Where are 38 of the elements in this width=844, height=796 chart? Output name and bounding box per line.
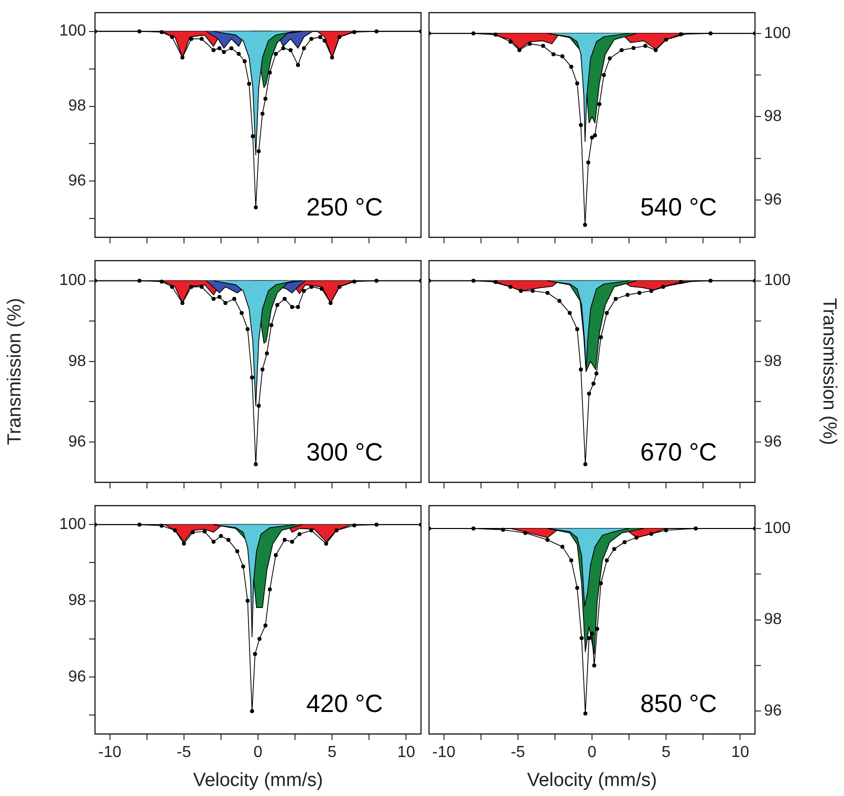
annotation: 540 °C: [640, 193, 717, 222]
y-tick-label: 98: [764, 108, 782, 126]
y-tick-label: 98: [68, 592, 86, 610]
y-axis-title: Transmission (%): [818, 298, 840, 446]
x-tick-label: -5: [176, 744, 192, 762]
y-tick-label: 98: [68, 352, 86, 370]
x-tick-label: -5: [510, 744, 526, 762]
y-tick-label: 96: [764, 433, 782, 450]
annotation: 250 °C: [306, 193, 383, 222]
y-tick-label: 98: [764, 611, 782, 628]
y-tick-label: 98: [68, 98, 86, 115]
annotation: 850 °C: [640, 690, 717, 718]
y-tick-label: 96: [764, 191, 782, 208]
y-tick-label: 100: [764, 272, 791, 290]
y-tick-label: 100: [59, 516, 86, 534]
annotation: 670 °C: [640, 438, 717, 466]
x-tick-label: 5: [328, 744, 337, 762]
x-tick-label: 0: [254, 744, 263, 762]
x-tick-label: 10: [397, 744, 416, 762]
annotation: 420 °C: [306, 690, 383, 718]
y-tick-label: 100: [59, 272, 86, 290]
y-tick-label: 96: [68, 172, 86, 190]
annotation: 300 °C: [306, 438, 383, 466]
y-tick-label: 100: [764, 24, 791, 42]
y-tick-label: 98: [764, 352, 782, 370]
y-tick-label: 96: [764, 702, 782, 720]
y-tick-label: 100: [59, 22, 86, 40]
y-tick-label: 96: [68, 433, 86, 450]
y-axis-title: Transmission (%): [4, 298, 26, 446]
x-axis-title: Velocity (mm/s): [193, 770, 323, 791]
x-tick-label: 5: [662, 744, 671, 762]
x-tick-label: 0: [588, 744, 597, 762]
x-tick-label: -10: [98, 744, 122, 762]
x-tick-label: -10: [432, 744, 456, 762]
y-tick-label: 96: [68, 668, 86, 686]
x-axis-title: Velocity (mm/s): [527, 770, 657, 791]
x-tick-label: 10: [731, 744, 750, 762]
y-tick-label: 100: [764, 520, 791, 537]
